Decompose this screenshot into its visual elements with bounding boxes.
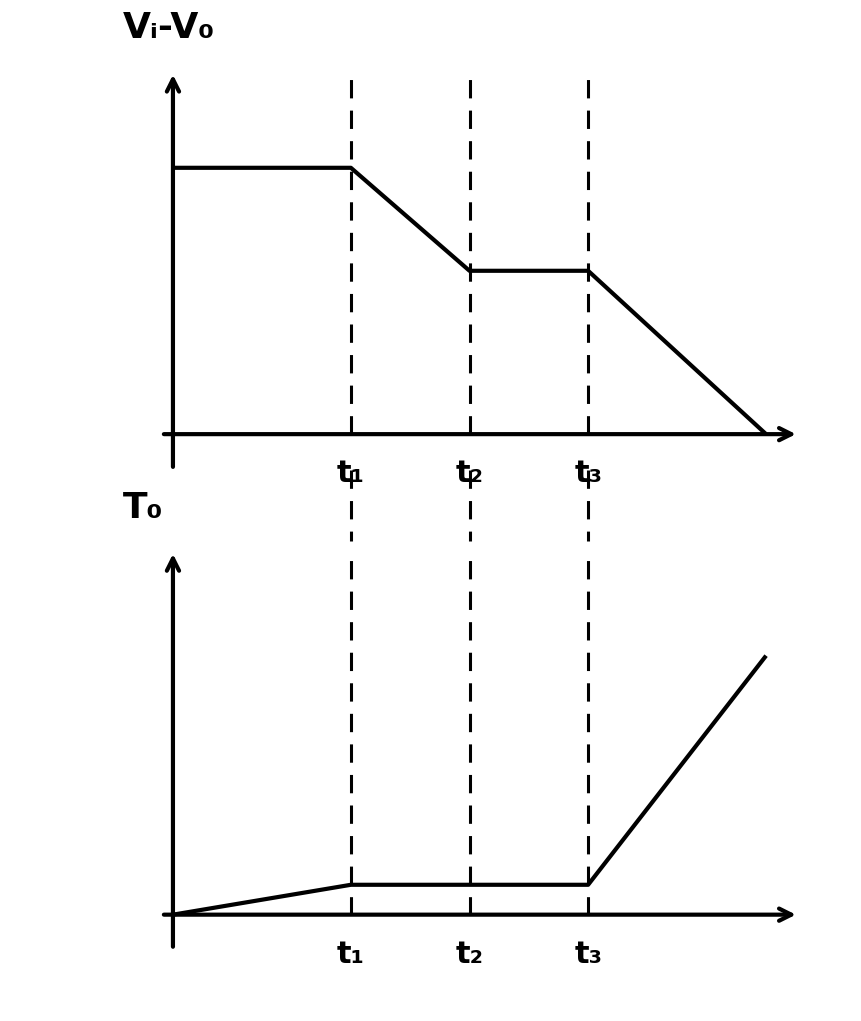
Text: T₀: T₀ [122, 491, 163, 525]
Text: t₁: t₁ [337, 459, 364, 488]
Text: t₂: t₂ [455, 459, 483, 488]
Text: Vᵢ-V₀: Vᵢ-V₀ [122, 11, 214, 45]
Text: t₁: t₁ [337, 939, 364, 969]
Text: t₃: t₃ [573, 939, 602, 969]
Text: t₃: t₃ [573, 459, 602, 488]
Text: t₂: t₂ [455, 939, 483, 969]
